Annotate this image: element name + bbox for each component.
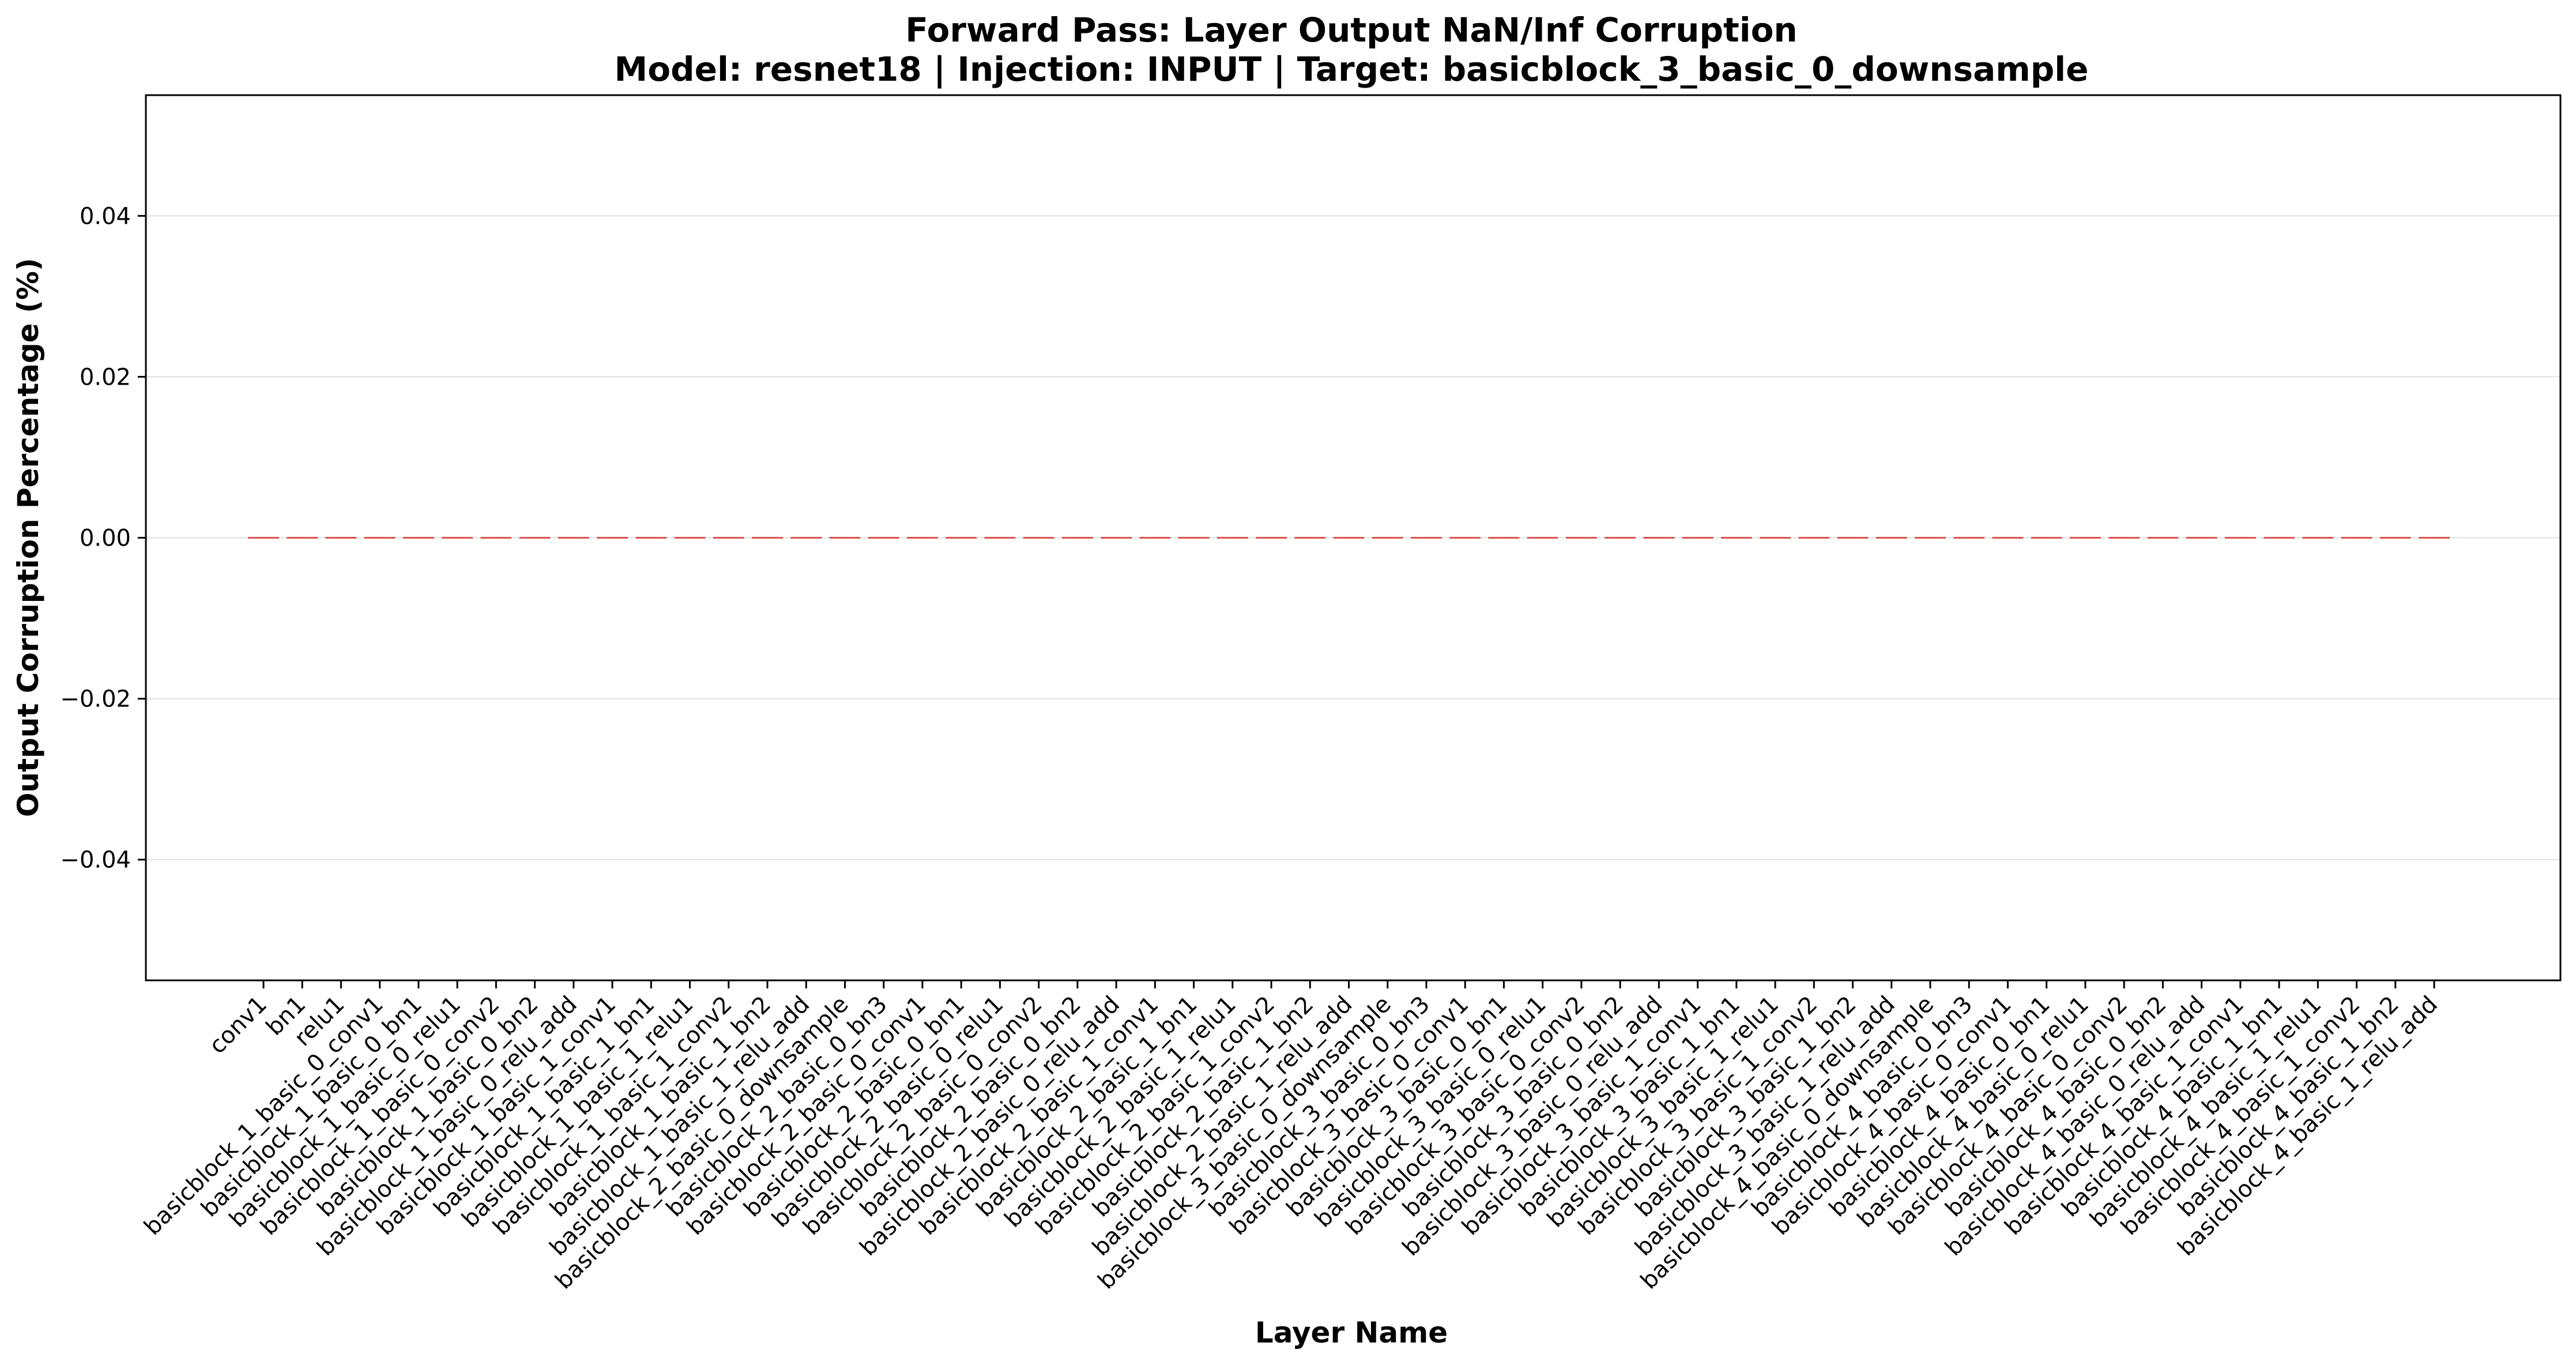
y-axis-title: Output Corruption Percentage (%) (12, 258, 45, 817)
ytick-label: −0.04 (60, 847, 131, 874)
chart-title-line1: Forward Pass: Layer Output NaN/Inf Corru… (905, 10, 1797, 50)
xtick-label: conv1 (204, 991, 272, 1059)
ytick-label: −0.02 (60, 686, 131, 713)
ytick-label: 0.00 (80, 525, 131, 552)
x-axis: conv1bn1relu1basicblock_1_basic_0_conv1b… (139, 980, 2443, 1295)
ytick-label: 0.04 (80, 203, 131, 230)
chart-title-line2: Model: resnet18 | Injection: INPUT | Tar… (615, 50, 2089, 89)
y-axis: 0.04 0.02 0.00 −0.02 −0.04 (60, 203, 146, 874)
x-axis-title: Layer Name (1255, 1316, 1448, 1349)
ytick-label: 0.02 (80, 364, 131, 390)
